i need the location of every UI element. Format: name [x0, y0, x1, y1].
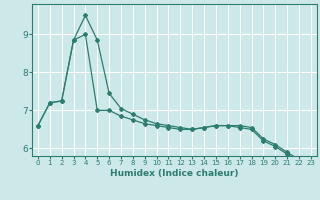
X-axis label: Humidex (Indice chaleur): Humidex (Indice chaleur): [110, 169, 239, 178]
